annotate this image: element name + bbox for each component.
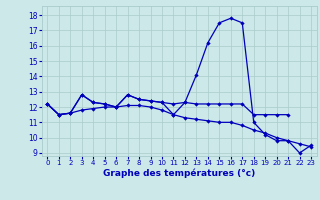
X-axis label: Graphe des températures (°c): Graphe des températures (°c)	[103, 169, 255, 178]
